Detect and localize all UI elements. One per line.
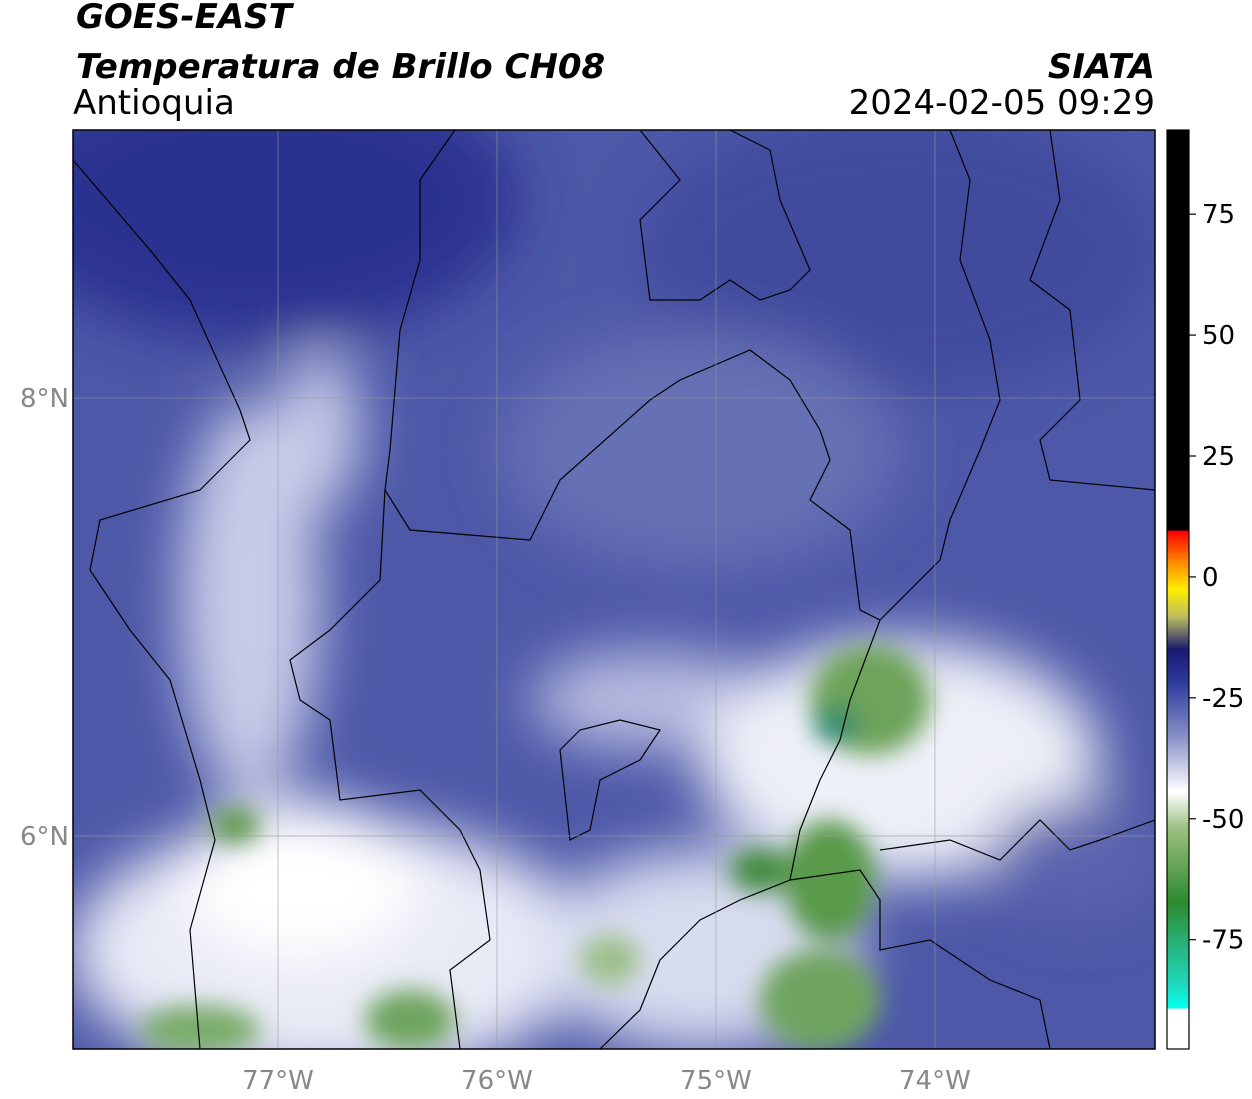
graticule (73, 130, 1155, 1049)
colorbar (1166, 129, 1190, 1050)
lon-tick-label: 74°W (899, 1066, 971, 1096)
colorbar-tick-label: 25 (1202, 442, 1235, 472)
colorbar-tick-label: 0 (1202, 563, 1219, 593)
colorbar-tick-label: -75 (1202, 926, 1244, 956)
satellite-title: GOES-EAST (76, 0, 295, 37)
lat-tick-label: 6°N (20, 822, 69, 852)
lat-tick-label: 8°N (20, 384, 69, 414)
map-frame (72, 129, 1156, 1050)
region-label: Antioquia (73, 83, 235, 123)
satellite-image (73, 130, 1155, 1049)
lon-tick-label: 77°W (242, 1066, 314, 1096)
lon-tick-label: 76°W (461, 1066, 533, 1096)
colorbar-tick-label: -50 (1202, 805, 1244, 835)
product-title: Temperatura de Brillo CH08 (76, 47, 605, 87)
colorbar-tick-label: 50 (1202, 321, 1235, 351)
source-label: SIATA (1048, 47, 1155, 87)
lon-tick-label: 75°W (680, 1066, 752, 1096)
datetime-label: 2024-02-05 09:29 (849, 83, 1155, 123)
colorbar-tick-label: -25 (1202, 684, 1244, 714)
colorbar-tick-label: 75 (1202, 200, 1235, 230)
